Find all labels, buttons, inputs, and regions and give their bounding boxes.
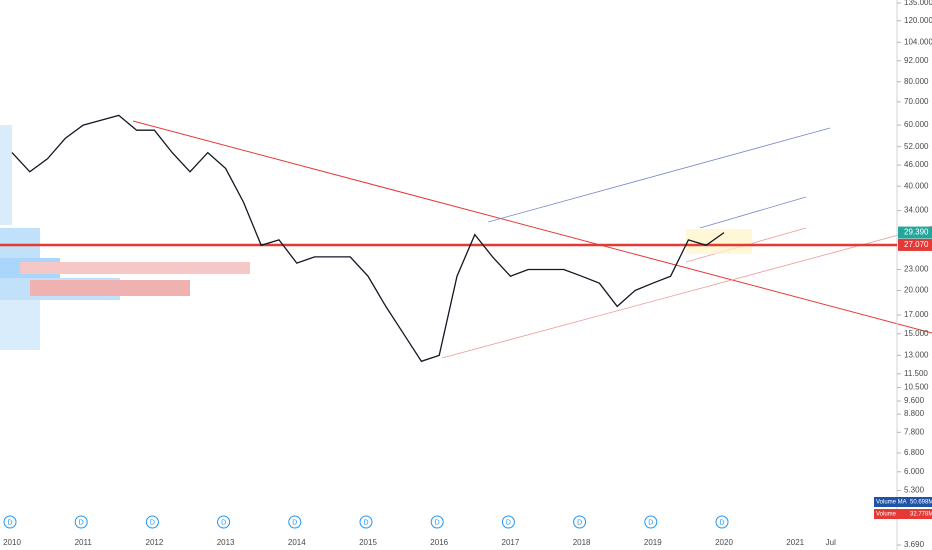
y-tick-label: 7.800	[904, 427, 925, 436]
dividend-marker	[715, 515, 729, 529]
price-line	[11, 114, 725, 363]
price-label: 29.390	[904, 228, 929, 237]
y-tick-label: 9.600	[904, 396, 925, 405]
highlight-box	[686, 229, 752, 254]
y-tick-label: 52.000	[904, 142, 929, 151]
y-tick-label: 40.000	[904, 181, 929, 190]
y-tick-label: 6.800	[904, 448, 925, 457]
dividend-marker	[430, 515, 444, 529]
x-tick-label: 2017	[502, 538, 520, 547]
y-tick-label: 5.300	[904, 486, 925, 495]
volume-label-value: 50.698M	[910, 500, 932, 506]
y-tick-label: 3.690	[904, 540, 925, 549]
channel-line	[699, 196, 807, 229]
y-tick-label: 13.000	[904, 350, 929, 359]
y-tick-label: 6.000	[904, 467, 925, 476]
y-tick-label: 135.000	[904, 0, 932, 7]
x-tick-label: 2021	[786, 538, 804, 547]
x-tick-label: Jul	[826, 538, 836, 547]
y-tick-label: 80.000	[904, 77, 929, 86]
x-tick-label: 2013	[217, 538, 235, 547]
y-tick-label: 17.000	[904, 310, 929, 319]
dividend-marker-label: D	[363, 519, 368, 526]
y-tick-label: 92.000	[904, 56, 929, 65]
y-tick-label: 23.000	[904, 265, 929, 274]
dividend-marker	[359, 515, 373, 529]
x-tick-label: 2012	[146, 538, 164, 547]
y-tick-label: 70.000	[904, 97, 929, 106]
y-tick-label: 15.000	[904, 329, 929, 338]
y-tick-label: 46.000	[904, 160, 929, 169]
x-tick-label: 2014	[288, 538, 306, 547]
dividend-marker	[288, 515, 302, 529]
volume-label-bg	[874, 509, 932, 519]
dividend-marker-label: D	[79, 519, 84, 526]
volume-label-value: 32.778M	[910, 512, 932, 518]
dividend-marker-label: D	[719, 519, 724, 526]
y-tick-label: 60.000	[904, 120, 929, 129]
x-tick-label: 2018	[573, 538, 591, 547]
dividend-marker-label: D	[435, 519, 440, 526]
dividend-marker-label: D	[506, 519, 511, 526]
y-tick-label: 104.000	[904, 37, 932, 46]
price-label-bg	[898, 238, 932, 251]
volume-profile	[0, 125, 250, 350]
trend-line	[132, 120, 932, 334]
y-tick-label: 120.000	[904, 16, 932, 25]
dividend-marker-label: D	[7, 519, 12, 526]
y-tick-label: 8.800	[904, 409, 925, 418]
volume-label-name: Volume MA	[876, 500, 907, 506]
dividend-marker	[573, 515, 587, 529]
dividend-marker	[644, 515, 658, 529]
x-tick-label: 2015	[359, 538, 377, 547]
y-tick-label: 11.500	[904, 369, 928, 378]
dividend-marker	[74, 515, 88, 529]
x-tick-label: 2019	[644, 538, 662, 547]
x-tick-label: 2011	[75, 538, 93, 547]
dividend-marker-label: D	[221, 519, 226, 526]
dividend-marker	[145, 515, 159, 529]
dividend-marker	[501, 515, 515, 529]
x-tick-label: 2010	[3, 538, 21, 547]
dividend-marker	[3, 515, 17, 529]
x-tick-label: 2020	[715, 538, 733, 547]
dividend-marker-label: D	[150, 519, 155, 526]
dividend-marker-label: D	[292, 519, 297, 526]
y-tick-label: 20.000	[904, 286, 929, 295]
channel-line	[441, 225, 932, 359]
volume-label-name: Volume	[876, 512, 897, 518]
channel-line	[487, 127, 831, 223]
x-tick-label: 2016	[430, 538, 448, 547]
y-tick-label: 34.000	[904, 206, 929, 215]
dividend-marker-label: D	[648, 519, 653, 526]
dividend-marker	[217, 515, 231, 529]
price-label-bg	[898, 226, 932, 239]
y-tick-label: 10.500	[904, 383, 929, 392]
price-label: 27.070	[904, 240, 929, 249]
volume-label-bg	[874, 497, 932, 507]
dividend-marker-label: D	[577, 519, 582, 526]
